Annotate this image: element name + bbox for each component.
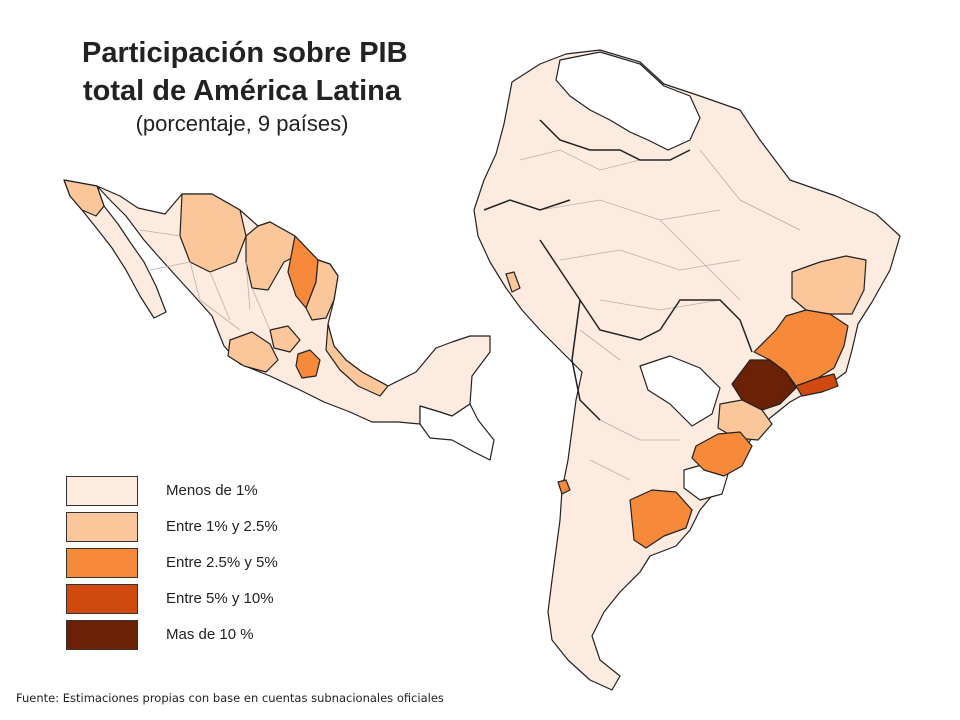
internal-borders bbox=[139, 149, 801, 481]
rio-grande-do-sul-state bbox=[691, 431, 753, 477]
map-title-line-2: total de América Latina bbox=[82, 75, 401, 107]
legend-swatch bbox=[66, 548, 138, 578]
legend-label: Mas de 10 % bbox=[166, 626, 254, 643]
tamaulipas-state bbox=[305, 259, 339, 321]
guanajuato-state bbox=[269, 325, 301, 353]
legend-label: Menos de 1% bbox=[166, 482, 258, 499]
legend-label: Entre 5% y 10% bbox=[166, 590, 274, 607]
venezuela-guianas bbox=[555, 51, 701, 151]
legend-item: Menos de 1% bbox=[66, 476, 346, 512]
baja-norte-state bbox=[63, 179, 105, 217]
south-america bbox=[473, 49, 901, 691]
veracruz-state bbox=[325, 323, 389, 397]
national-borders bbox=[483, 119, 753, 421]
legend-swatch bbox=[66, 584, 138, 614]
legend-swatch bbox=[66, 512, 138, 542]
rio-de-janeiro-state bbox=[795, 373, 839, 397]
chihuahua-state bbox=[179, 193, 247, 273]
paraguay bbox=[639, 355, 721, 427]
minas-gerais-state bbox=[753, 309, 849, 387]
mexico bbox=[63, 179, 495, 461]
buenos-aires-province bbox=[629, 489, 693, 549]
legend-item: Entre 5% y 10% bbox=[66, 584, 346, 620]
legend-label: Entre 2.5% y 5% bbox=[166, 554, 278, 571]
lima-region bbox=[505, 271, 521, 293]
santiago-region bbox=[557, 479, 571, 495]
legend: Menos de 1% Entre 1% y 2.5% Entre 2.5% y… bbox=[66, 476, 346, 656]
title-block: Participación sobre PIB total de América… bbox=[82, 34, 408, 138]
parana-state bbox=[717, 399, 773, 441]
baja-california bbox=[63, 179, 167, 319]
map-subtitle: (porcentaje, 9 países) bbox=[135, 111, 349, 136]
map-title-line-1: Participación sobre PIB bbox=[82, 37, 408, 69]
legend-item: Entre 2.5% y 5% bbox=[66, 548, 346, 584]
bahia-state bbox=[791, 255, 867, 315]
central-america bbox=[419, 403, 495, 461]
cdmx-state bbox=[295, 349, 321, 379]
legend-item: Mas de 10 % bbox=[66, 620, 346, 656]
legend-item: Entre 1% y 2.5% bbox=[66, 512, 346, 548]
legend-swatch bbox=[66, 476, 138, 506]
jalisco-state bbox=[227, 331, 279, 373]
coahuila-state bbox=[245, 221, 301, 291]
legend-swatch bbox=[66, 620, 138, 650]
source-note: Fuente: Estimaciones propias con base en… bbox=[16, 691, 444, 705]
legend-label: Entre 1% y 2.5% bbox=[166, 518, 278, 535]
